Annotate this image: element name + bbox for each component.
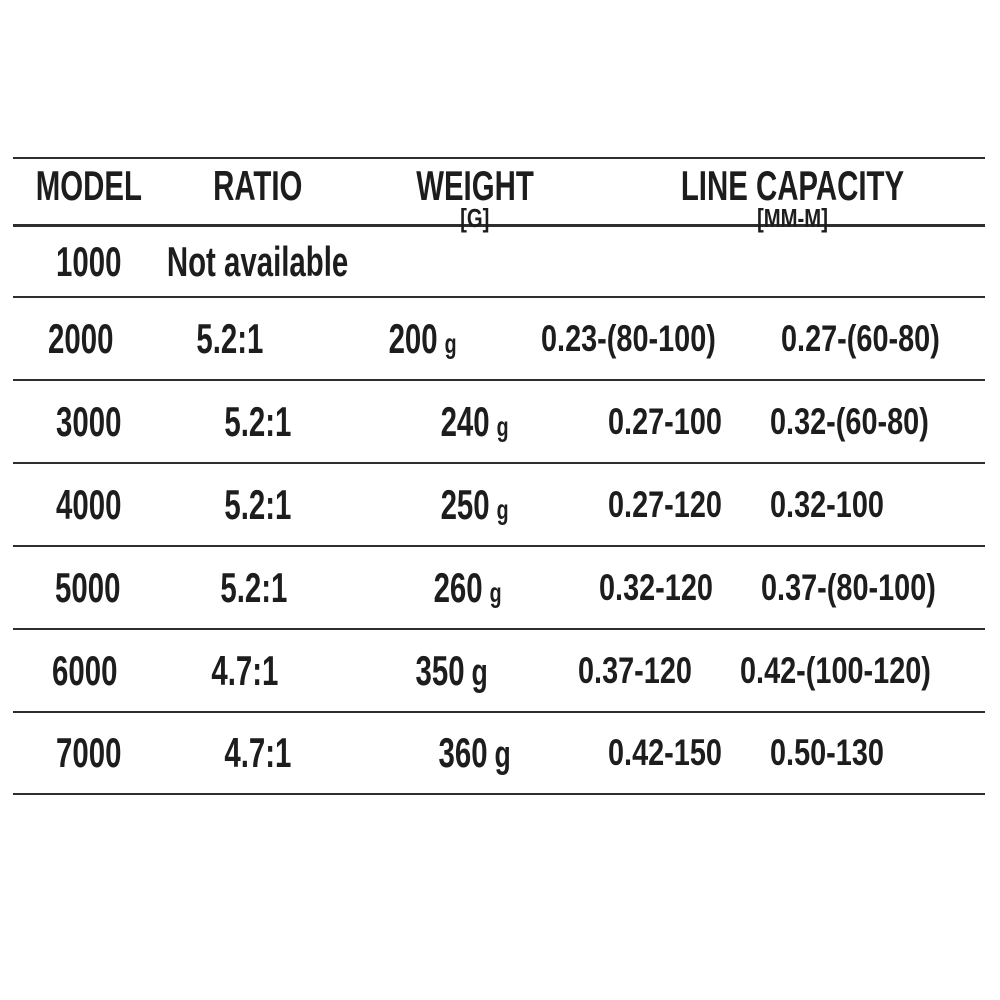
- ratio-cell: 4.7:1: [165, 713, 350, 793]
- weight-value: 200: [388, 314, 438, 362]
- weight-cell: 240 g: [350, 381, 600, 462]
- capacity-cell: 0.27-100 0.32-(60-80): [600, 381, 985, 462]
- header-cell-weight: WEIGHT [G]: [350, 159, 600, 232]
- model-value: 6000: [52, 646, 118, 694]
- model-value: 2000: [47, 314, 114, 362]
- capacity-cell: 0.42-150 0.50-130: [600, 713, 985, 793]
- header-sublabel-weight-unit: [G]: [460, 203, 490, 233]
- capacity-value-b: 0.42-(100-120): [740, 649, 932, 691]
- weight-unit: g: [444, 327, 457, 359]
- capacity-cell: 0.37-120 0.42-(100-120): [570, 630, 985, 711]
- ratio-cell: 5.2:1: [165, 381, 350, 462]
- capacity-value-a: 0.32-120: [598, 566, 713, 608]
- model-value: 3000: [56, 397, 122, 445]
- spec-table: MODEL RATIO WEIGHT [G] LINE CAPACITY [MM…: [13, 157, 985, 795]
- table-row-model-4000: 4000 5.2:1 250 g 0.27-120 0.32-100: [13, 464, 985, 547]
- capacity-value-b: 0.32-100: [770, 483, 885, 525]
- header-label-line-capacity: LINE CAPACITY: [680, 162, 905, 209]
- model-value: 4000: [56, 480, 122, 528]
- weight-unit: g: [489, 576, 502, 608]
- ratio-note: Not available: [166, 237, 349, 285]
- capacity-value-b: 0.27-(60-80): [781, 317, 941, 359]
- weight-cell: 360 g: [350, 713, 600, 793]
- capacity-value-b: 0.37-(80-100): [760, 566, 936, 608]
- weight-value: 240: [440, 397, 491, 445]
- header-cell-ratio: RATIO: [165, 159, 350, 224]
- weight-value: 250: [440, 480, 491, 528]
- weight-unit: g: [471, 651, 488, 694]
- capacity-value-b: 0.32-(60-80): [770, 400, 929, 442]
- table-row-model-1000: 1000 Not available: [13, 227, 985, 298]
- ratio-cell: 5.2:1: [165, 464, 350, 545]
- table-row-model-5000: 5000 5.2:1 260 g 0.32-120 0.37-(80-100): [13, 547, 985, 630]
- capacity-value-a: 0.27-100: [608, 400, 722, 442]
- model-cell: 7000: [13, 713, 165, 793]
- ratio-value: 4.7:1: [223, 729, 291, 776]
- weight-cell: 350 g: [333, 630, 570, 711]
- model-cell: 6000: [13, 630, 157, 711]
- weight-cell: 250 g: [350, 464, 600, 545]
- weight-value: 350: [415, 646, 465, 694]
- capacity-value-b: 0.50-130: [770, 732, 885, 773]
- capacity-value-a: 0.37-120: [578, 649, 693, 691]
- model-value: 5000: [55, 563, 121, 611]
- weight-value: 260: [433, 563, 483, 611]
- capacity-cell: 0.27-120 0.32-100: [600, 464, 985, 545]
- table-row-model-2000: 2000 5.2:1 200 g 0.23-(80-100) 0.27-(60-8…: [13, 298, 985, 381]
- table-row-model-7000: 7000 4.7:1 360 g 0.42-150 0.50-130: [13, 713, 985, 795]
- model-cell: 3000: [13, 381, 165, 462]
- ratio-cell: Not available: [165, 227, 350, 296]
- ratio-cell: 4.7:1: [157, 630, 333, 711]
- ratio-value: 4.7:1: [211, 646, 279, 694]
- weight-unit: g: [497, 410, 510, 442]
- weight-cell: [350, 227, 600, 296]
- model-cell: 2000: [13, 298, 148, 379]
- ratio-cell: 5.2:1: [148, 298, 312, 379]
- ratio-value: 5.2:1: [223, 397, 291, 445]
- capacity-value-a: 0.23-(80-100): [541, 317, 717, 359]
- header-label-weight: WEIGHT: [416, 162, 534, 209]
- ratio-value: 5.2:1: [223, 480, 291, 528]
- table-header-row: MODEL RATIO WEIGHT [G] LINE CAPACITY [MM…: [13, 159, 985, 232]
- header-cell-model: MODEL: [13, 159, 165, 224]
- model-value: 1000: [56, 237, 122, 285]
- table-row-model-3000: 3000 5.2:1 240 g 0.27-100 0.32-(60-80): [13, 381, 985, 464]
- capacity-value-a: 0.42-150: [608, 732, 722, 773]
- weight-unit: g: [494, 734, 512, 776]
- weight-unit: g: [497, 493, 510, 525]
- header-label-ratio: RATIO: [212, 162, 303, 209]
- header-cell-line-capacity: LINE CAPACITY [MM-M]: [600, 159, 985, 232]
- capacity-cell: 0.32-120 0.37-(80-100): [591, 547, 985, 628]
- capacity-cell: [600, 227, 985, 296]
- model-cell: 5000: [13, 547, 163, 628]
- weight-cell: 260 g: [345, 547, 591, 628]
- model-cell: 1000: [13, 227, 165, 296]
- capacity-cell: 0.23-(80-100) 0.27-(60-80): [533, 298, 985, 379]
- weight-value: 360: [438, 729, 488, 776]
- model-value: 7000: [56, 729, 122, 776]
- ratio-cell: 5.2:1: [163, 547, 345, 628]
- header-label-model: MODEL: [35, 162, 143, 209]
- weight-cell: 200 g: [312, 298, 534, 379]
- ratio-value: 5.2:1: [220, 563, 288, 611]
- ratio-value: 5.2:1: [196, 314, 264, 362]
- model-cell: 4000: [13, 464, 165, 545]
- header-sublabel-line-capacity-unit: [MM-M]: [757, 203, 828, 233]
- table-row-model-6000: 6000 4.7:1 350 g 0.37-120 0.42-(100-120): [13, 630, 985, 713]
- capacity-value-a: 0.27-120: [608, 483, 722, 525]
